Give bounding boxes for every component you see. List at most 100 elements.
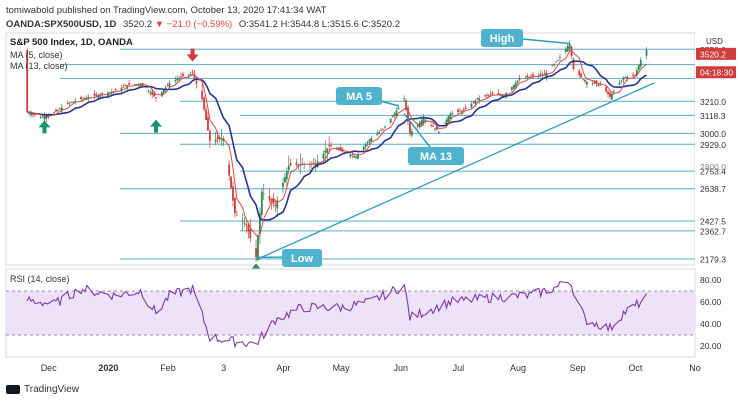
- rsi-label: RSI (14, close): [10, 274, 70, 284]
- callout-box: [282, 249, 322, 267]
- candle-body: [45, 115, 48, 119]
- ticker-ohlc: O:3541.2 H:3544.8 L:3515.6 C:3520.2: [238, 19, 400, 30]
- candle-body: [339, 147, 342, 151]
- candle-body: [349, 154, 352, 157]
- x-tick-label: 2020: [98, 363, 118, 373]
- candle-body: [430, 124, 432, 126]
- candle-body: [30, 113, 32, 116]
- candle-body: [366, 141, 369, 144]
- candle-body: [636, 70, 638, 76]
- candle-body: [155, 97, 157, 99]
- candle-body: [241, 221, 244, 222]
- candle-body: [189, 73, 192, 75]
- candle-body: [341, 149, 344, 152]
- candle-body: [282, 182, 284, 188]
- price-label: 3118.3: [700, 111, 726, 121]
- candle-body: [178, 78, 181, 80]
- candle-body: [93, 93, 96, 96]
- candle-body: [380, 130, 382, 131]
- candle-body: [566, 46, 569, 52]
- countdown-label: 04:18:30: [700, 68, 733, 78]
- price-label: 2753.4: [700, 167, 726, 177]
- candle-body: [637, 65, 640, 70]
- x-tick-label: 3: [221, 363, 226, 373]
- sell-arrow-icon: [186, 48, 199, 62]
- candle-body: [95, 94, 98, 96]
- tradingview-logo[interactable]: TradingView: [6, 384, 79, 395]
- chart-title: S&P 500 Index, 1D, OANDA: [10, 37, 133, 48]
- x-tick-label: Sep: [570, 363, 586, 373]
- candle-body: [418, 122, 421, 128]
- buy-arrow-icon: [38, 120, 51, 134]
- candle-body: [612, 91, 615, 93]
- candle-body: [176, 79, 179, 81]
- price-label: 3210.0: [700, 97, 726, 107]
- candle-body: [39, 117, 42, 119]
- rsi-axis-label: 80.00: [700, 275, 722, 285]
- candle-body: [505, 93, 508, 98]
- candle-body: [57, 110, 59, 112]
- annotations-layer: High MA 5 MA 13 Low: [256, 29, 570, 267]
- candle-body: [626, 76, 629, 80]
- callout-box: [336, 87, 382, 105]
- x-tick-label: Apr: [276, 363, 290, 373]
- candle-body: [191, 72, 194, 74]
- candle-body: [245, 224, 248, 226]
- candle-body: [297, 164, 300, 167]
- candle-body: [326, 148, 329, 153]
- countdown-label-bg: [696, 66, 736, 79]
- candle-body: [58, 108, 61, 110]
- legend-ma5: MA (5, close): [10, 50, 63, 60]
- candle-body: [60, 107, 63, 112]
- candle-body: [322, 153, 325, 159]
- x-tick-label: Jun: [393, 363, 408, 373]
- candle-body: [180, 76, 182, 78]
- candle-body: [472, 102, 475, 103]
- candle-body: [174, 80, 177, 81]
- candle-body: [512, 84, 515, 89]
- candle-body: [449, 113, 452, 120]
- candle-body: [83, 98, 86, 99]
- candle-body: [530, 75, 533, 77]
- candle-body: [543, 73, 546, 75]
- rsi-axis-label: 40.00: [700, 319, 722, 329]
- candle-body: [182, 74, 184, 77]
- candle-body: [195, 81, 198, 84]
- candle-body: [624, 77, 627, 78]
- candle-body: [274, 205, 277, 207]
- rsi-axis-labels: 80.00 60.00 40.00 20.00: [700, 275, 722, 351]
- last-price-label-bg: [696, 47, 736, 60]
- buy-arrow-icon: [150, 119, 163, 133]
- candle-body: [203, 97, 206, 110]
- candle-body: [551, 65, 554, 67]
- candle-body: [295, 162, 298, 165]
- candle-body: [514, 82, 517, 88]
- candle-body: [584, 80, 586, 82]
- publisher-line: tomiwabold published on TradingView.com,…: [6, 5, 327, 16]
- candle-body: [557, 60, 559, 61]
- x-tick-label: Aug: [510, 363, 526, 373]
- price-label: 2638.7: [700, 184, 726, 194]
- candle-body: [532, 74, 534, 76]
- candle-body: [478, 98, 481, 101]
- ticker-line: OANDA:SPX500USD, 1D 3520.2 ▼ −21.0 (−0.5…: [6, 19, 400, 30]
- candle-body: [249, 229, 252, 239]
- candle-body: [459, 110, 461, 112]
- candle-body: [434, 128, 436, 130]
- candle-body: [586, 81, 588, 85]
- candle-body: [285, 171, 288, 180]
- candle-body: [422, 118, 425, 124]
- candle-body: [451, 113, 454, 114]
- candle-body: [416, 124, 419, 127]
- candle-body: [151, 91, 154, 95]
- candle-body: [208, 131, 211, 142]
- candle-body: [485, 95, 488, 96]
- candle-body: [578, 70, 581, 76]
- price-label: 2929.0: [700, 140, 726, 150]
- candle-body: [501, 95, 504, 98]
- candle-body: [568, 43, 571, 49]
- candle-body: [555, 61, 558, 63]
- candle-body: [632, 74, 634, 76]
- support-trendline: [255, 82, 655, 261]
